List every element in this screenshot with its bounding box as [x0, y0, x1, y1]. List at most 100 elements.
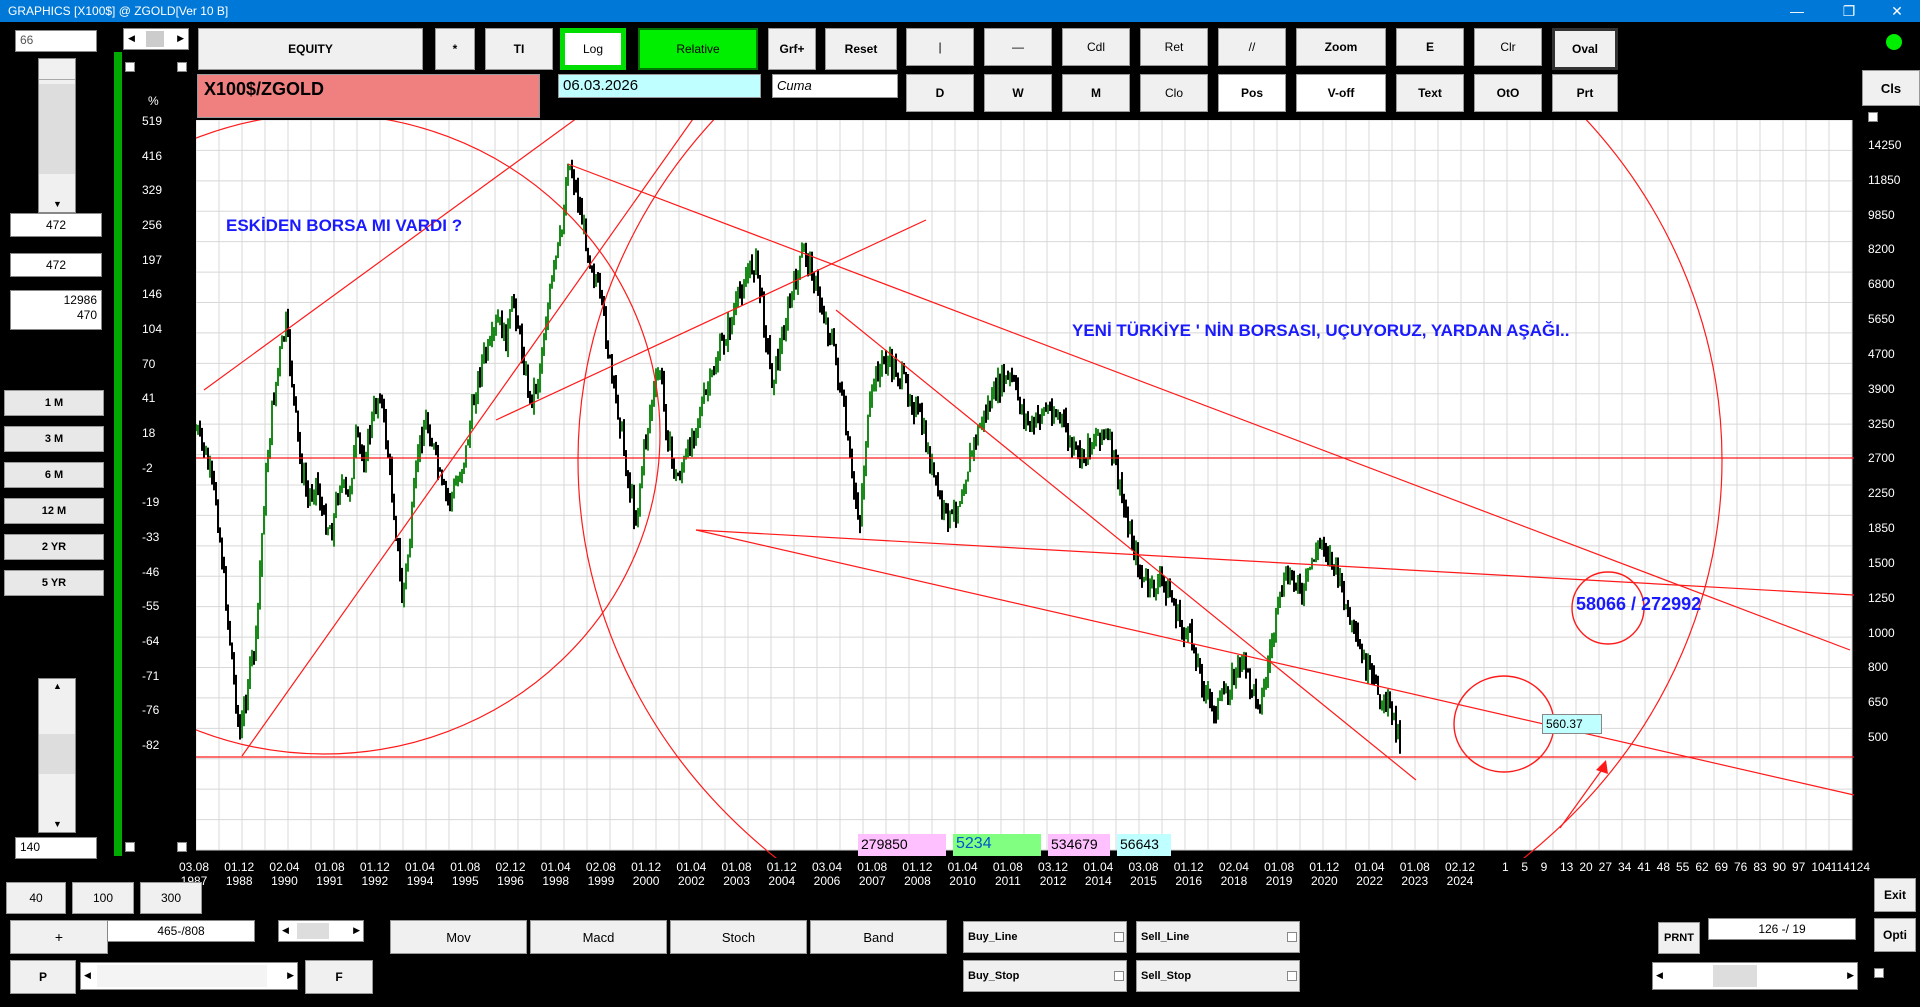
period-button-5yr[interactable]: 5 YR	[4, 570, 104, 596]
star-button[interactable]: *	[435, 28, 475, 70]
minimize-icon[interactable]: —	[1790, 3, 1804, 19]
size-300-button[interactable]: 300	[140, 882, 202, 914]
m-button[interactable]: M	[1062, 74, 1130, 112]
parallel-line-button[interactable]: //	[1218, 28, 1286, 66]
scroll-thumb[interactable]	[39, 84, 75, 174]
br-scroll-right-icon[interactable]: ▶	[1847, 970, 1854, 980]
ti-button[interactable]: TI	[485, 28, 553, 70]
checkbox-top-right[interactable]	[177, 62, 187, 72]
buy-line-button[interactable]: Buy_Line	[963, 921, 1127, 953]
period-button-6m[interactable]: 6 M	[4, 462, 104, 488]
oto-button[interactable]: OtO	[1474, 74, 1542, 112]
top-scroller[interactable]: ◀ ▶	[123, 28, 189, 50]
clr-button[interactable]: Clr	[1474, 28, 1542, 66]
d-button[interactable]: D	[906, 74, 974, 112]
reset-button[interactable]: Reset	[825, 28, 897, 70]
exit-button[interactable]: Exit	[1874, 878, 1916, 912]
circle-annotation-left	[196, 120, 661, 755]
checkbox-right-top[interactable]	[1868, 112, 1878, 122]
br-scroll-thumb[interactable]	[1713, 965, 1757, 987]
size-100-button[interactable]: 100	[72, 882, 134, 914]
sell-line-checkbox[interactable]	[1287, 932, 1297, 942]
right-axis-tick: 11850	[1868, 172, 1901, 187]
left-vertical-scrollbar-bottom[interactable]: ▲ ▼	[38, 678, 76, 833]
p-button[interactable]: P	[10, 960, 76, 994]
br-scroll-left-icon[interactable]: ◀	[1656, 970, 1663, 980]
bottom-scroll-left-icon[interactable]: ◀	[84, 970, 91, 980]
period-button-2yr[interactable]: 2 YR	[4, 534, 104, 560]
close-icon[interactable]: ✕	[1891, 3, 1903, 19]
scroll-thumb-2[interactable]	[39, 734, 75, 774]
stoch-button[interactable]: Stoch	[670, 920, 807, 954]
range-left-icon[interactable]: ◀	[282, 925, 289, 935]
text-button[interactable]: Text	[1396, 74, 1464, 112]
date-field[interactable]: 06.03.2026	[558, 74, 761, 98]
range-thumb[interactable]	[297, 923, 329, 939]
sell-line-button[interactable]: Sell_Line	[1136, 921, 1300, 953]
scroll-right-icon[interactable]: ▶	[177, 33, 184, 43]
horizontal-line-button[interactable]: —	[984, 28, 1052, 66]
prt-button[interactable]: Prt	[1552, 74, 1618, 112]
buy-line-checkbox[interactable]	[1114, 932, 1124, 942]
date-axis-tick: 02.12 1996	[495, 860, 526, 888]
period-button-3m[interactable]: 3 M	[4, 426, 104, 452]
bottom-right-scroller[interactable]: ◀ ▶	[1652, 962, 1858, 990]
mov-button[interactable]: Mov	[390, 920, 527, 954]
vertical-line-button[interactable]: |	[906, 28, 974, 66]
pos-button[interactable]: Pos	[1218, 74, 1286, 112]
future-axis-tick: 69	[1714, 860, 1729, 874]
zoom-button[interactable]: Zoom	[1296, 28, 1386, 66]
relative-button[interactable]: Relative	[638, 28, 758, 70]
scroll-down-icon-2[interactable]: ▼	[53, 819, 62, 829]
e-button[interactable]: E	[1396, 28, 1464, 66]
range-scroller[interactable]: ◀ ▶	[278, 920, 364, 942]
scroll-down-icon[interactable]: ▼	[53, 199, 62, 209]
checkbox-top-left[interactable]	[125, 62, 135, 72]
cls-button[interactable]: Cls	[1862, 70, 1920, 106]
future-axis-tick: 1	[1502, 860, 1509, 874]
period-button-12m[interactable]: 12 M	[4, 498, 104, 524]
bottom-scroll-track[interactable]	[97, 965, 267, 987]
period-button-1m[interactable]: 1 M	[4, 390, 104, 416]
sell-stop-checkbox[interactable]	[1287, 971, 1297, 981]
oval-button[interactable]: Oval	[1552, 28, 1618, 70]
bottom-scroll-right-icon[interactable]: ▶	[287, 970, 294, 980]
log-button[interactable]: Log	[560, 28, 626, 70]
scroll-left-icon[interactable]: ◀	[128, 33, 135, 43]
bottom-left-scroller[interactable]: ◀ ▶	[80, 962, 298, 990]
ret-button[interactable]: Ret	[1140, 28, 1208, 66]
top-scroller-thumb[interactable]	[146, 31, 164, 47]
sell-stop-button[interactable]: Sell_Stop	[1136, 960, 1300, 992]
w-button[interactable]: W	[984, 74, 1052, 112]
bottom-number-input[interactable]: 140	[15, 837, 97, 859]
scroll-up-icon-2[interactable]: ▲	[53, 681, 62, 691]
restore-icon[interactable]: ❐	[1842, 3, 1856, 19]
equity-button[interactable]: EQUITY	[198, 28, 423, 70]
buy-stop-checkbox[interactable]	[1114, 971, 1124, 981]
band-button[interactable]: Band	[810, 920, 947, 954]
v-off-button[interactable]: V-off	[1296, 74, 1386, 112]
plus-button[interactable]: +	[10, 920, 108, 954]
left-vertical-scrollbar-top[interactable]: ▼	[38, 58, 76, 213]
grf-plus-button[interactable]: Grf+	[768, 28, 816, 70]
info-box-1: 279850	[858, 834, 946, 856]
cdl-button[interactable]: Cdl	[1062, 28, 1130, 66]
checkbox-bottom-left[interactable]	[125, 842, 135, 852]
checkbox-bottom-right-corner[interactable]	[1874, 968, 1884, 978]
left-axis-tick: -2	[142, 460, 153, 475]
opti-button[interactable]: Opti	[1874, 918, 1916, 952]
size-40-button[interactable]: 40	[6, 882, 66, 914]
f-button[interactable]: F	[305, 960, 373, 994]
macd-button[interactable]: Macd	[530, 920, 667, 954]
buy-stop-button[interactable]: Buy_Stop	[963, 960, 1127, 992]
left-axis-tick: 416	[142, 148, 163, 163]
prnt-button[interactable]: PRNT	[1658, 922, 1700, 954]
left-axis-tick: -55	[142, 599, 160, 614]
range-right-icon[interactable]: ▶	[353, 925, 360, 935]
checkbox-bottom-right[interactable]	[177, 842, 187, 852]
right-axis-tick: 1250	[1868, 590, 1895, 605]
top-number-input[interactable]: 66	[15, 30, 97, 52]
clo-button[interactable]: Clo	[1140, 74, 1208, 112]
scroll-up-icon[interactable]	[39, 59, 75, 80]
date-axis-tick: 03.04 2006	[811, 860, 843, 888]
